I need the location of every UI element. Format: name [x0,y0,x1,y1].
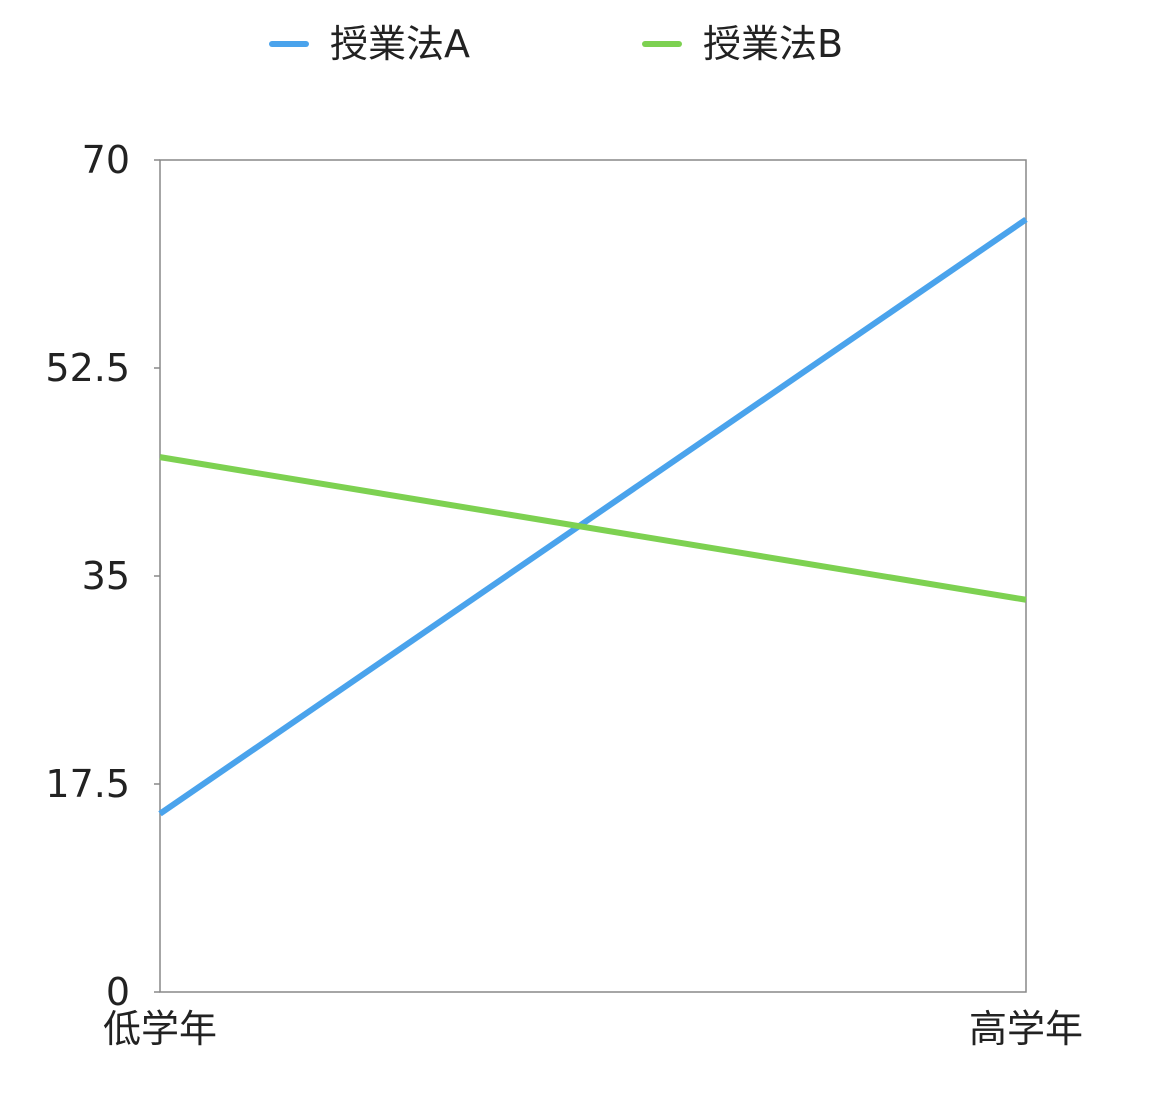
y-axis-ticks: 0 17.5 35 52.5 70 [45,138,160,1014]
y-tick-label: 17.5 [45,762,130,806]
series-layer [158,216,1028,817]
legend-label-0: 授業法A [330,22,470,66]
series-line-1 [159,454,1027,603]
y-tick-label: 35 [82,554,130,598]
legend-label-1: 授業法B [703,22,843,66]
y-tick-label: 0 [106,970,130,1014]
y-tick-label: 52.5 [45,346,130,390]
x-axis-ticks: 低学年 高学年 [103,1007,1083,1051]
x-tick-label: 低学年 [103,1007,217,1051]
y-tick-label: 70 [82,138,130,182]
series-line-0 [158,216,1028,817]
legend: 授業法A 授業法B [269,22,843,66]
x-tick-label: 高学年 [969,1007,1083,1051]
